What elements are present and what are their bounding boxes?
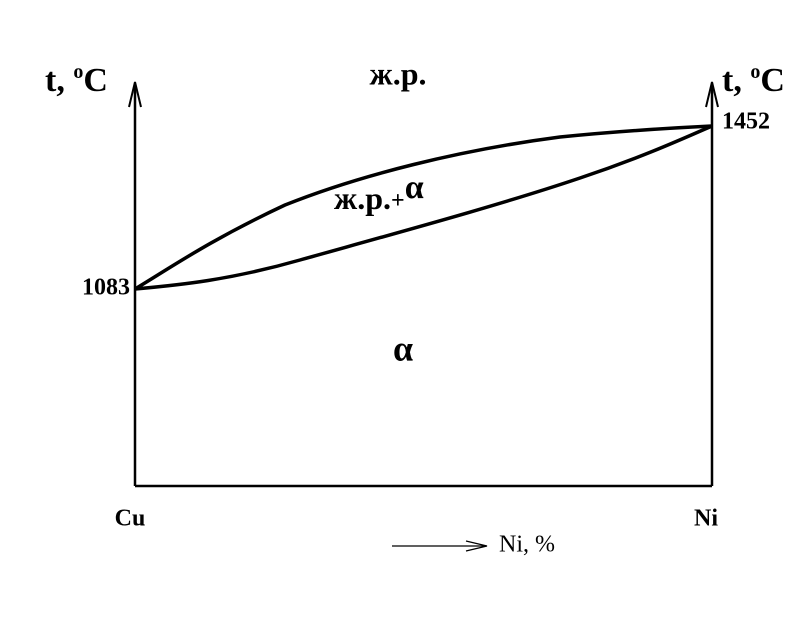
- left-axis-label: t, oC: [45, 61, 108, 99]
- label-unit: C: [760, 62, 785, 99]
- solid-region: α: [393, 328, 413, 368]
- label-sup: o: [750, 61, 760, 83]
- left-arrow: [128, 81, 142, 108]
- solidus: [134, 124, 713, 291]
- composition-label: Ni, %: [499, 532, 555, 558]
- two-phase-region: ж.р.+α: [334, 169, 424, 217]
- melting-point-ni: 1452: [722, 109, 770, 135]
- liquid-region: ж.р.: [370, 55, 427, 91]
- melting-point-cu: 1083: [82, 275, 130, 301]
- region-text: ж.р.: [334, 180, 391, 216]
- diagram-lines: [128, 81, 719, 552]
- label-sup: o: [73, 61, 83, 83]
- label-unit: C: [83, 62, 108, 99]
- liquidus: [134, 124, 713, 291]
- region-phase: α: [405, 169, 424, 206]
- label-text: t,: [45, 62, 65, 99]
- region-plus: +: [391, 188, 405, 214]
- component-ni: Ni: [694, 506, 718, 532]
- composition-arrow-head: [465, 540, 488, 552]
- component-cu: Cu: [115, 506, 146, 532]
- right-arrow: [705, 81, 719, 108]
- label-text: t,: [722, 62, 742, 99]
- right-axis-label: t, oC: [722, 61, 785, 99]
